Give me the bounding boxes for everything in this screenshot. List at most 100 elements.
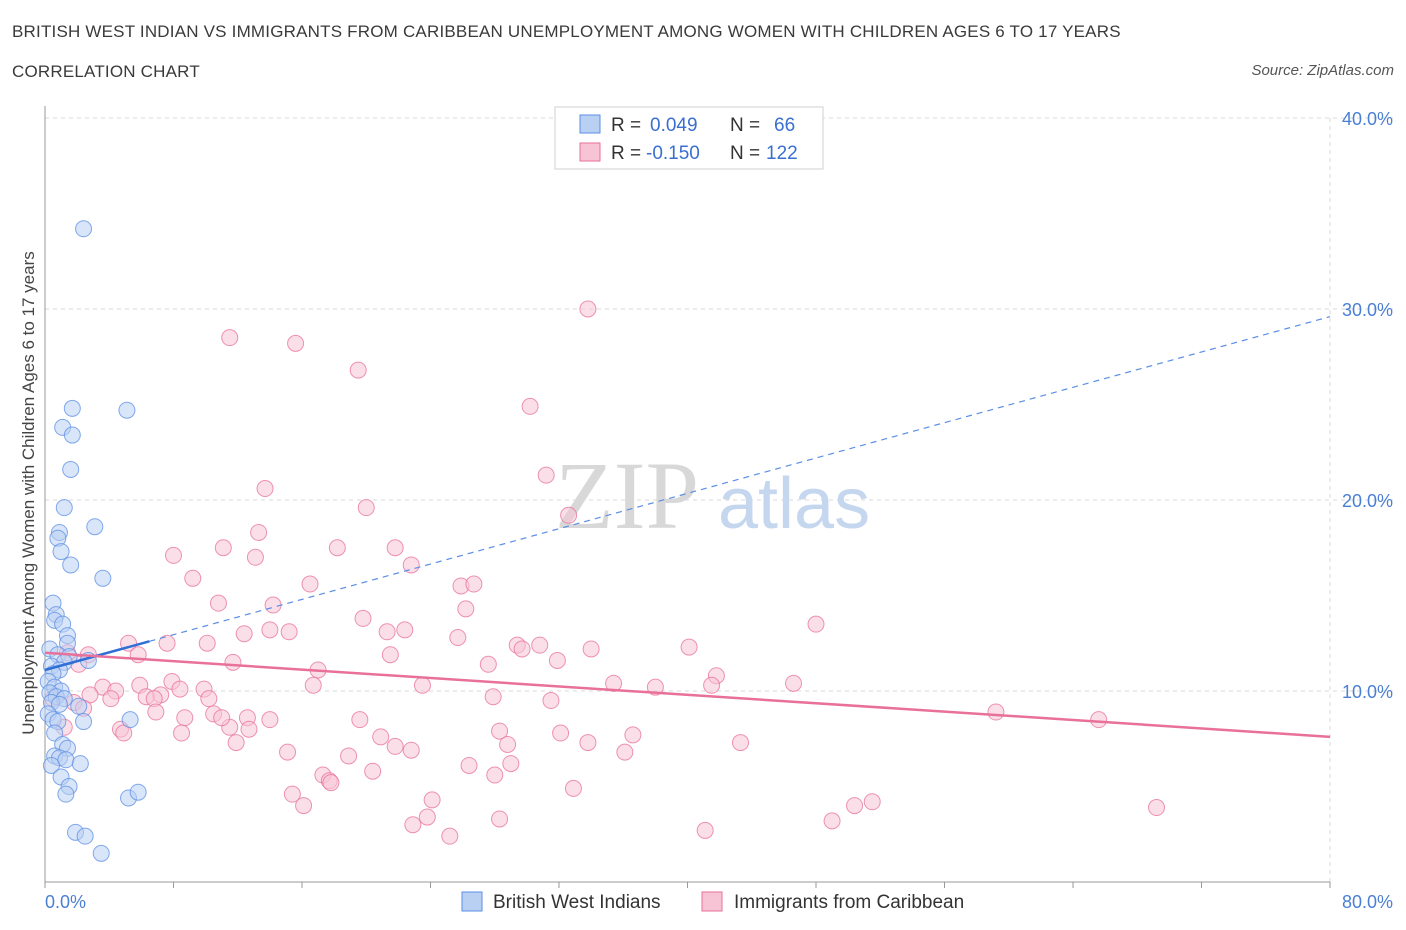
point-british-west-indians xyxy=(86,518,104,536)
point-immigrants-from-caribbean xyxy=(340,747,358,765)
point-immigrants-from-caribbean xyxy=(396,621,414,639)
point-immigrants-from-caribbean xyxy=(200,690,218,708)
chart-title: BRITISH WEST INDIAN VS IMMIGRANTS FROM C… xyxy=(12,22,1121,41)
point-immigrants-from-caribbean xyxy=(386,737,404,755)
trend-line-pink xyxy=(44,651,1331,739)
point-immigrants-from-caribbean xyxy=(287,334,305,352)
point-immigrants-from-caribbean xyxy=(552,724,570,742)
point-immigrants-from-caribbean xyxy=(1090,711,1108,729)
point-immigrants-from-caribbean xyxy=(413,676,431,694)
y-tick-label: 20.0% xyxy=(1342,491,1393,511)
point-immigrants-from-caribbean xyxy=(605,674,623,692)
point-british-west-indians xyxy=(75,220,93,238)
point-immigrants-from-caribbean xyxy=(491,722,509,740)
point-immigrants-from-caribbean xyxy=(235,625,253,643)
series-legend-swatch-pink xyxy=(701,891,723,912)
point-immigrants-from-caribbean xyxy=(491,810,509,828)
point-immigrants-from-caribbean xyxy=(582,640,600,658)
series-legend-label-blue: British West Indians xyxy=(493,892,661,913)
point-british-west-indians xyxy=(121,711,139,729)
y-tick-label: 10.0% xyxy=(1342,682,1393,702)
point-immigrants-from-caribbean xyxy=(624,726,642,744)
point-british-west-indians xyxy=(70,697,88,715)
y-tick-label: 40.0% xyxy=(1342,109,1393,129)
point-british-west-indians xyxy=(50,695,68,713)
point-immigrants-from-caribbean xyxy=(863,793,881,811)
point-immigrants-from-caribbean xyxy=(351,711,369,729)
series-legend-swatch-blue xyxy=(461,891,483,912)
point-immigrants-from-caribbean xyxy=(261,711,279,729)
point-immigrants-from-caribbean xyxy=(280,623,298,641)
point-british-west-indians xyxy=(52,543,70,561)
point-immigrants-from-caribbean xyxy=(696,821,714,839)
point-immigrants-from-caribbean xyxy=(328,539,346,557)
point-immigrants-from-caribbean xyxy=(184,569,202,587)
point-immigrants-from-caribbean xyxy=(513,640,531,658)
point-immigrants-from-caribbean xyxy=(256,480,274,498)
legend-n-value-2: 122 xyxy=(766,143,798,164)
point-immigrants-from-caribbean xyxy=(381,646,399,664)
point-immigrants-from-caribbean xyxy=(171,680,189,698)
x-tick-label-min: 0.0% xyxy=(45,892,86,912)
point-immigrants-from-caribbean xyxy=(531,636,549,654)
source-note: Source: ZipAtlas.com xyxy=(1251,62,1394,79)
point-british-west-indians xyxy=(42,756,60,774)
stats-legend: R = 0.049 N = 66 R = -0.150 N = 122 xyxy=(554,106,824,170)
point-british-west-indians xyxy=(55,499,73,517)
legend-n-label-1: N = xyxy=(730,115,760,136)
point-immigrants-from-caribbean xyxy=(295,797,313,815)
legend-n-label-2: N = xyxy=(730,143,760,164)
point-immigrants-from-caribbean xyxy=(372,728,390,746)
point-immigrants-from-caribbean xyxy=(198,634,216,652)
point-immigrants-from-caribbean xyxy=(301,575,319,593)
point-immigrants-from-caribbean xyxy=(1148,799,1166,817)
legend-r-label-2: R = xyxy=(611,143,641,164)
point-immigrants-from-caribbean xyxy=(502,755,520,773)
point-british-west-indians xyxy=(62,556,80,574)
point-immigrants-from-caribbean xyxy=(221,329,239,347)
point-immigrants-from-caribbean xyxy=(479,655,497,673)
point-british-west-indians xyxy=(71,755,89,773)
point-immigrants-from-caribbean xyxy=(283,785,301,803)
point-immigrants-from-caribbean xyxy=(322,774,340,792)
point-immigrants-from-caribbean xyxy=(499,735,517,753)
point-immigrants-from-caribbean xyxy=(261,621,279,639)
point-immigrants-from-caribbean xyxy=(158,634,176,652)
point-immigrants-from-caribbean xyxy=(364,762,382,780)
point-british-west-indians xyxy=(63,399,81,417)
point-immigrants-from-caribbean xyxy=(537,466,555,484)
point-immigrants-from-caribbean xyxy=(404,816,422,834)
point-immigrants-from-caribbean xyxy=(279,743,297,761)
point-immigrants-from-caribbean xyxy=(378,623,396,641)
point-immigrants-from-caribbean xyxy=(176,709,194,727)
point-immigrants-from-caribbean xyxy=(457,600,475,618)
point-british-west-indians xyxy=(57,785,75,803)
point-immigrants-from-caribbean xyxy=(732,734,750,752)
point-british-west-indians xyxy=(94,569,112,587)
legend-n-value-1: 66 xyxy=(774,115,795,136)
point-immigrants-from-caribbean xyxy=(386,539,404,557)
point-immigrants-from-caribbean xyxy=(354,609,372,627)
data-points xyxy=(39,220,1166,862)
point-immigrants-from-caribbean xyxy=(807,615,825,633)
point-immigrants-from-caribbean xyxy=(304,676,322,694)
point-immigrants-from-caribbean xyxy=(227,734,245,752)
y-axis-label: Unemployment Among Women with Children A… xyxy=(19,251,38,735)
point-british-west-indians xyxy=(63,426,81,444)
point-immigrants-from-caribbean xyxy=(102,690,120,708)
legend-r-value-1: 0.049 xyxy=(650,115,698,136)
point-immigrants-from-caribbean xyxy=(449,629,467,647)
point-immigrants-from-caribbean xyxy=(579,734,597,752)
point-british-west-indians xyxy=(76,827,94,845)
point-immigrants-from-caribbean xyxy=(460,756,478,774)
point-british-west-indians xyxy=(92,844,110,862)
point-immigrants-from-caribbean xyxy=(357,499,375,517)
point-british-west-indians xyxy=(75,713,93,731)
watermark: ZIP atlas xyxy=(555,442,870,549)
point-british-west-indians xyxy=(118,401,136,419)
point-immigrants-from-caribbean xyxy=(579,300,597,318)
point-british-west-indians xyxy=(57,751,75,769)
legend-swatch-pink xyxy=(579,142,601,162)
chart-subtitle: CORRELATION CHART xyxy=(12,62,200,81)
x-tick-label-max: 80.0% xyxy=(1342,892,1393,912)
